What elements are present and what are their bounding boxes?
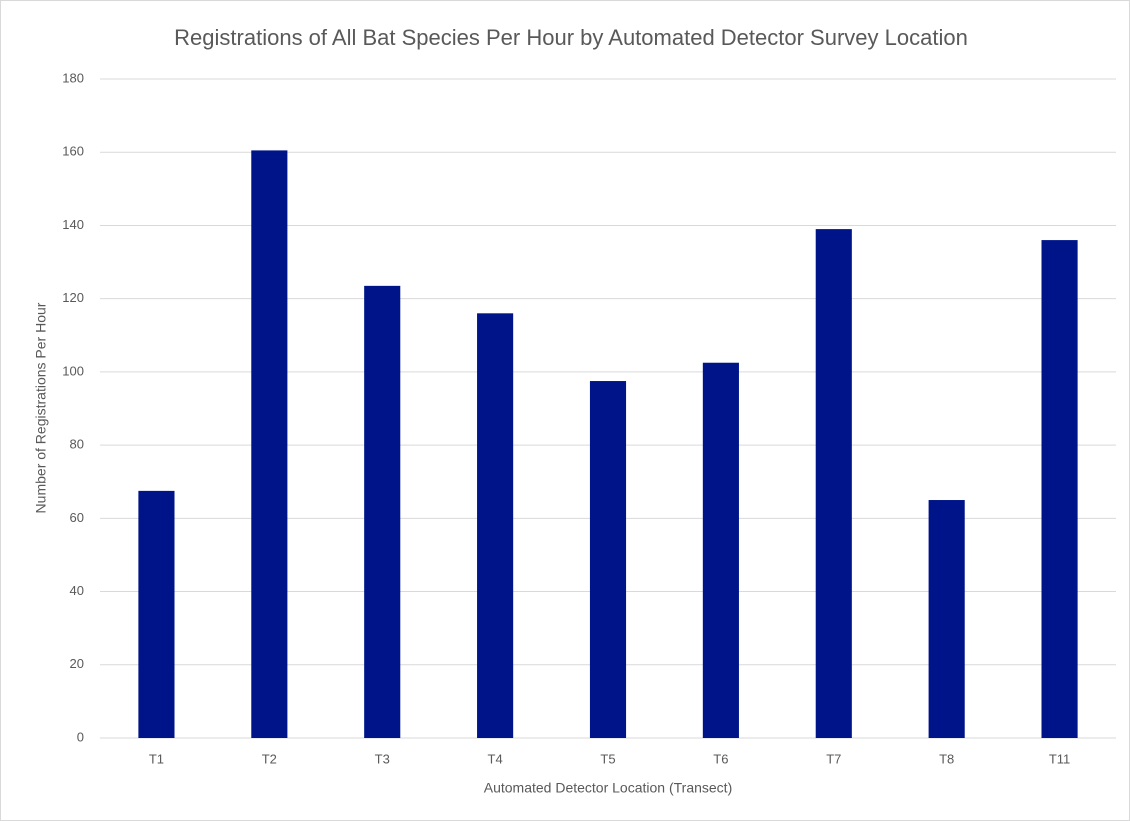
y-tick-label: 20 — [70, 656, 84, 671]
y-tick-label: 0 — [77, 729, 84, 744]
x-tick-label: T11 — [1049, 751, 1070, 766]
y-tick-label: 40 — [70, 583, 84, 598]
x-tick-label: T3 — [375, 751, 390, 766]
bar — [589, 381, 627, 738]
y-tick-label: 60 — [70, 510, 84, 525]
bar — [1041, 240, 1078, 739]
x-tick-label: T7 — [826, 751, 841, 766]
bar — [364, 285, 401, 738]
x-tick-label: T1 — [149, 751, 164, 766]
x-tick-label: T4 — [488, 751, 503, 766]
x-tick-label: T8 — [939, 751, 954, 766]
bar — [702, 362, 739, 738]
bar — [815, 229, 852, 738]
y-tick-label: 140 — [62, 217, 84, 232]
bar — [138, 490, 175, 738]
x-tick-label: T5 — [600, 751, 615, 766]
y-tick-label: 100 — [62, 363, 84, 378]
y-axis-title: Number of Registrations Per Hour — [33, 302, 49, 513]
y-tick-label: 120 — [62, 290, 84, 305]
bar — [928, 500, 965, 738]
bar — [251, 150, 288, 738]
y-tick-label: 180 — [62, 70, 84, 85]
x-axis-title: Automated Detector Location (Transect) — [484, 780, 733, 796]
x-tick-label: T6 — [713, 751, 728, 766]
x-tick-label: T2 — [262, 751, 277, 766]
chart-title: Registrations of All Bat Species Per Hou… — [174, 25, 968, 50]
y-tick-label: 160 — [62, 144, 84, 159]
bar — [477, 313, 514, 738]
y-tick-label: 80 — [70, 437, 84, 452]
